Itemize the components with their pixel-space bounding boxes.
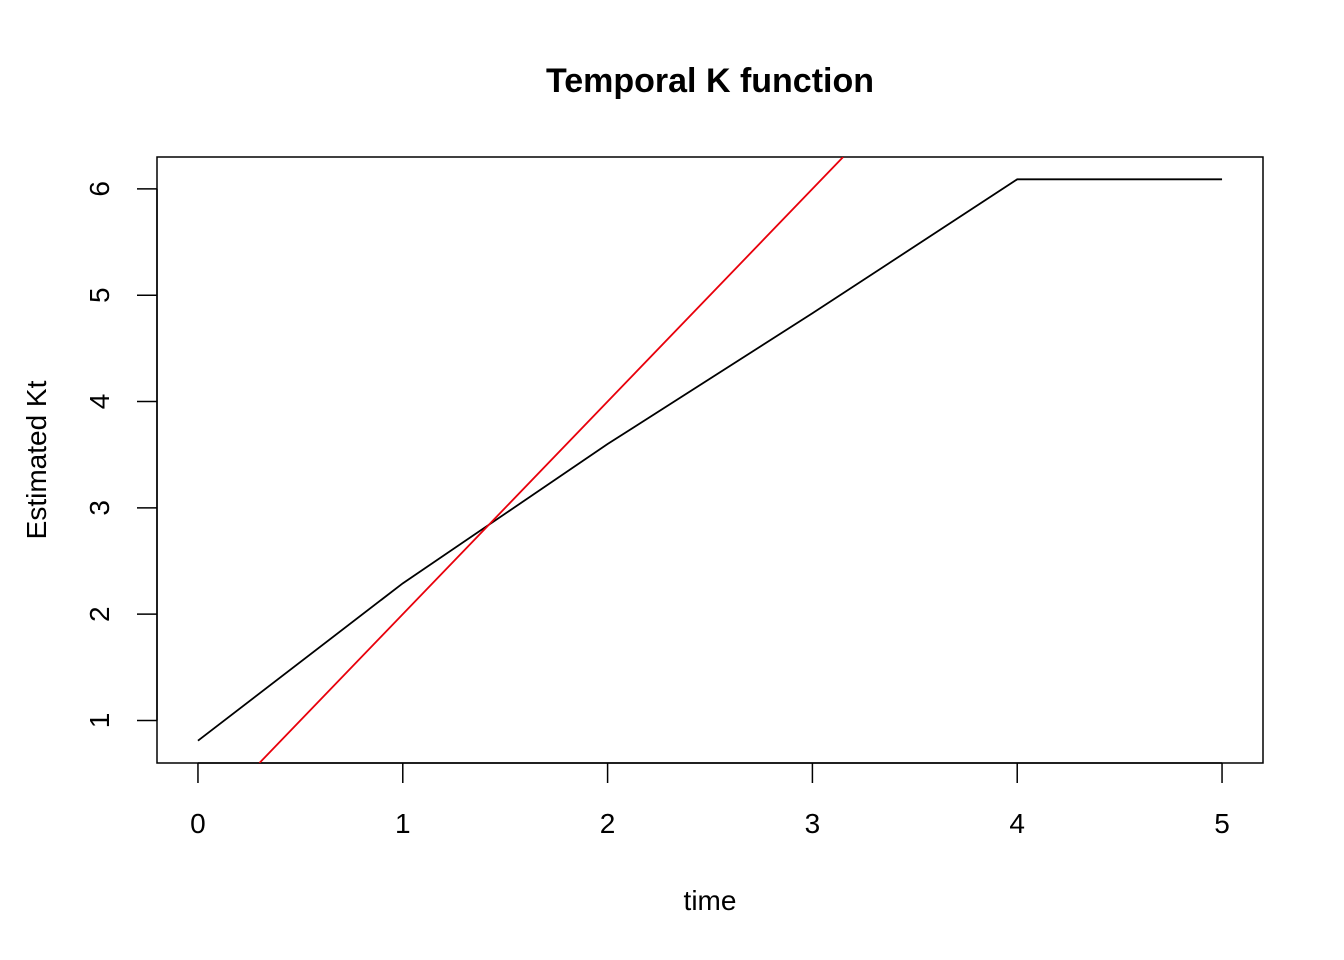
chart-title: Temporal K function: [546, 62, 874, 100]
x-tick-label: 0: [190, 808, 206, 839]
x-axis: 0 1 2 3 4 5: [190, 762, 1230, 839]
y-tick-label: 4: [84, 394, 115, 410]
x-tick-label: 3: [805, 808, 821, 839]
x-tick-label: 1: [395, 808, 411, 839]
y-tick-label: 1: [84, 713, 115, 729]
x-axis-label: time: [684, 885, 737, 916]
series-line-1: [258, 157, 844, 763]
y-tick-label: 3: [84, 500, 115, 516]
y-tick-label: 6: [84, 181, 115, 197]
y-tick-label: 2: [84, 606, 115, 622]
y-axis: 1 2 3 4 5 6: [84, 181, 158, 729]
series-layer: [197, 157, 1223, 763]
y-tick-label: 5: [84, 287, 115, 303]
plot-frame: [156, 156, 1264, 764]
x-tick-label: 5: [1214, 808, 1230, 839]
series-line-0: [197, 178, 1223, 742]
y-axis-label: Estimated Kt: [21, 380, 52, 539]
x-tick-label: 2: [600, 808, 616, 839]
x-tick-label: 4: [1009, 808, 1025, 839]
